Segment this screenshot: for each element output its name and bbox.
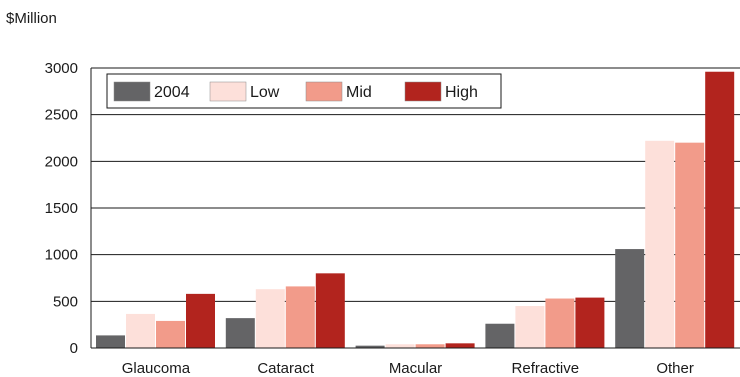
legend-label-mid: Mid — [346, 84, 372, 101]
bar-mid-glaucoma — [156, 320, 185, 348]
y-tick-label: 500 — [53, 293, 78, 310]
legend-swatch-high — [404, 81, 442, 102]
bar-high-cataract — [315, 273, 345, 348]
y-tick-label: 2000 — [45, 153, 78, 170]
legend-swatch-low — [209, 81, 247, 102]
x-tick-label: Macular — [389, 360, 442, 377]
x-tick-label: Glaucoma — [122, 360, 191, 377]
legend-label-2004: 2004 — [154, 84, 190, 101]
y-tick-label: 1500 — [45, 200, 78, 217]
x-tick-label: Refractive — [512, 360, 580, 377]
y-tick-label: 0 — [70, 340, 78, 357]
x-tick-label: Cataract — [257, 360, 315, 377]
bar-high-macular — [445, 343, 475, 348]
bar-low-glaucoma — [126, 313, 155, 348]
legend-label-low: Low — [250, 84, 280, 101]
axes — [90, 68, 740, 349]
bar-mid-cataract — [285, 286, 315, 348]
y-tick-label: 2500 — [45, 107, 78, 124]
legend: 2004 Low Mid High — [106, 73, 502, 109]
bar-2004-macular — [355, 345, 385, 348]
bar-mid-refractive — [545, 298, 575, 348]
x-tick-labels: Glaucoma Cataract Macular Refractive Other — [122, 360, 694, 377]
bar-low-cataract — [255, 289, 285, 348]
legend-label-high: High — [445, 84, 478, 101]
bar-low-refractive — [515, 306, 545, 348]
bar-mid-other — [675, 142, 705, 348]
bar-high-refractive — [575, 297, 605, 348]
bar-series-group — [96, 71, 735, 348]
bar-low-macular — [385, 344, 415, 348]
bar-2004-other — [615, 249, 645, 348]
bar-low-other — [645, 140, 675, 348]
bar-mid-macular — [415, 344, 445, 348]
y-tick-label: 1000 — [45, 247, 78, 264]
bar-2004-glaucoma — [96, 335, 125, 348]
bar-high-glaucoma — [186, 293, 215, 348]
bar-2004-refractive — [485, 323, 515, 348]
y-tick-labels: 0 500 1000 1500 2000 2500 3000 — [45, 60, 78, 357]
x-tick-label: Other — [656, 360, 694, 377]
legend-swatch-2004 — [113, 81, 151, 102]
y-tick-label: 3000 — [45, 60, 78, 77]
legend-swatch-mid — [305, 81, 343, 102]
y-axis-unit-label: $Million — [6, 10, 57, 27]
bar-2004-cataract — [225, 318, 255, 348]
bar-high-other — [705, 71, 735, 348]
